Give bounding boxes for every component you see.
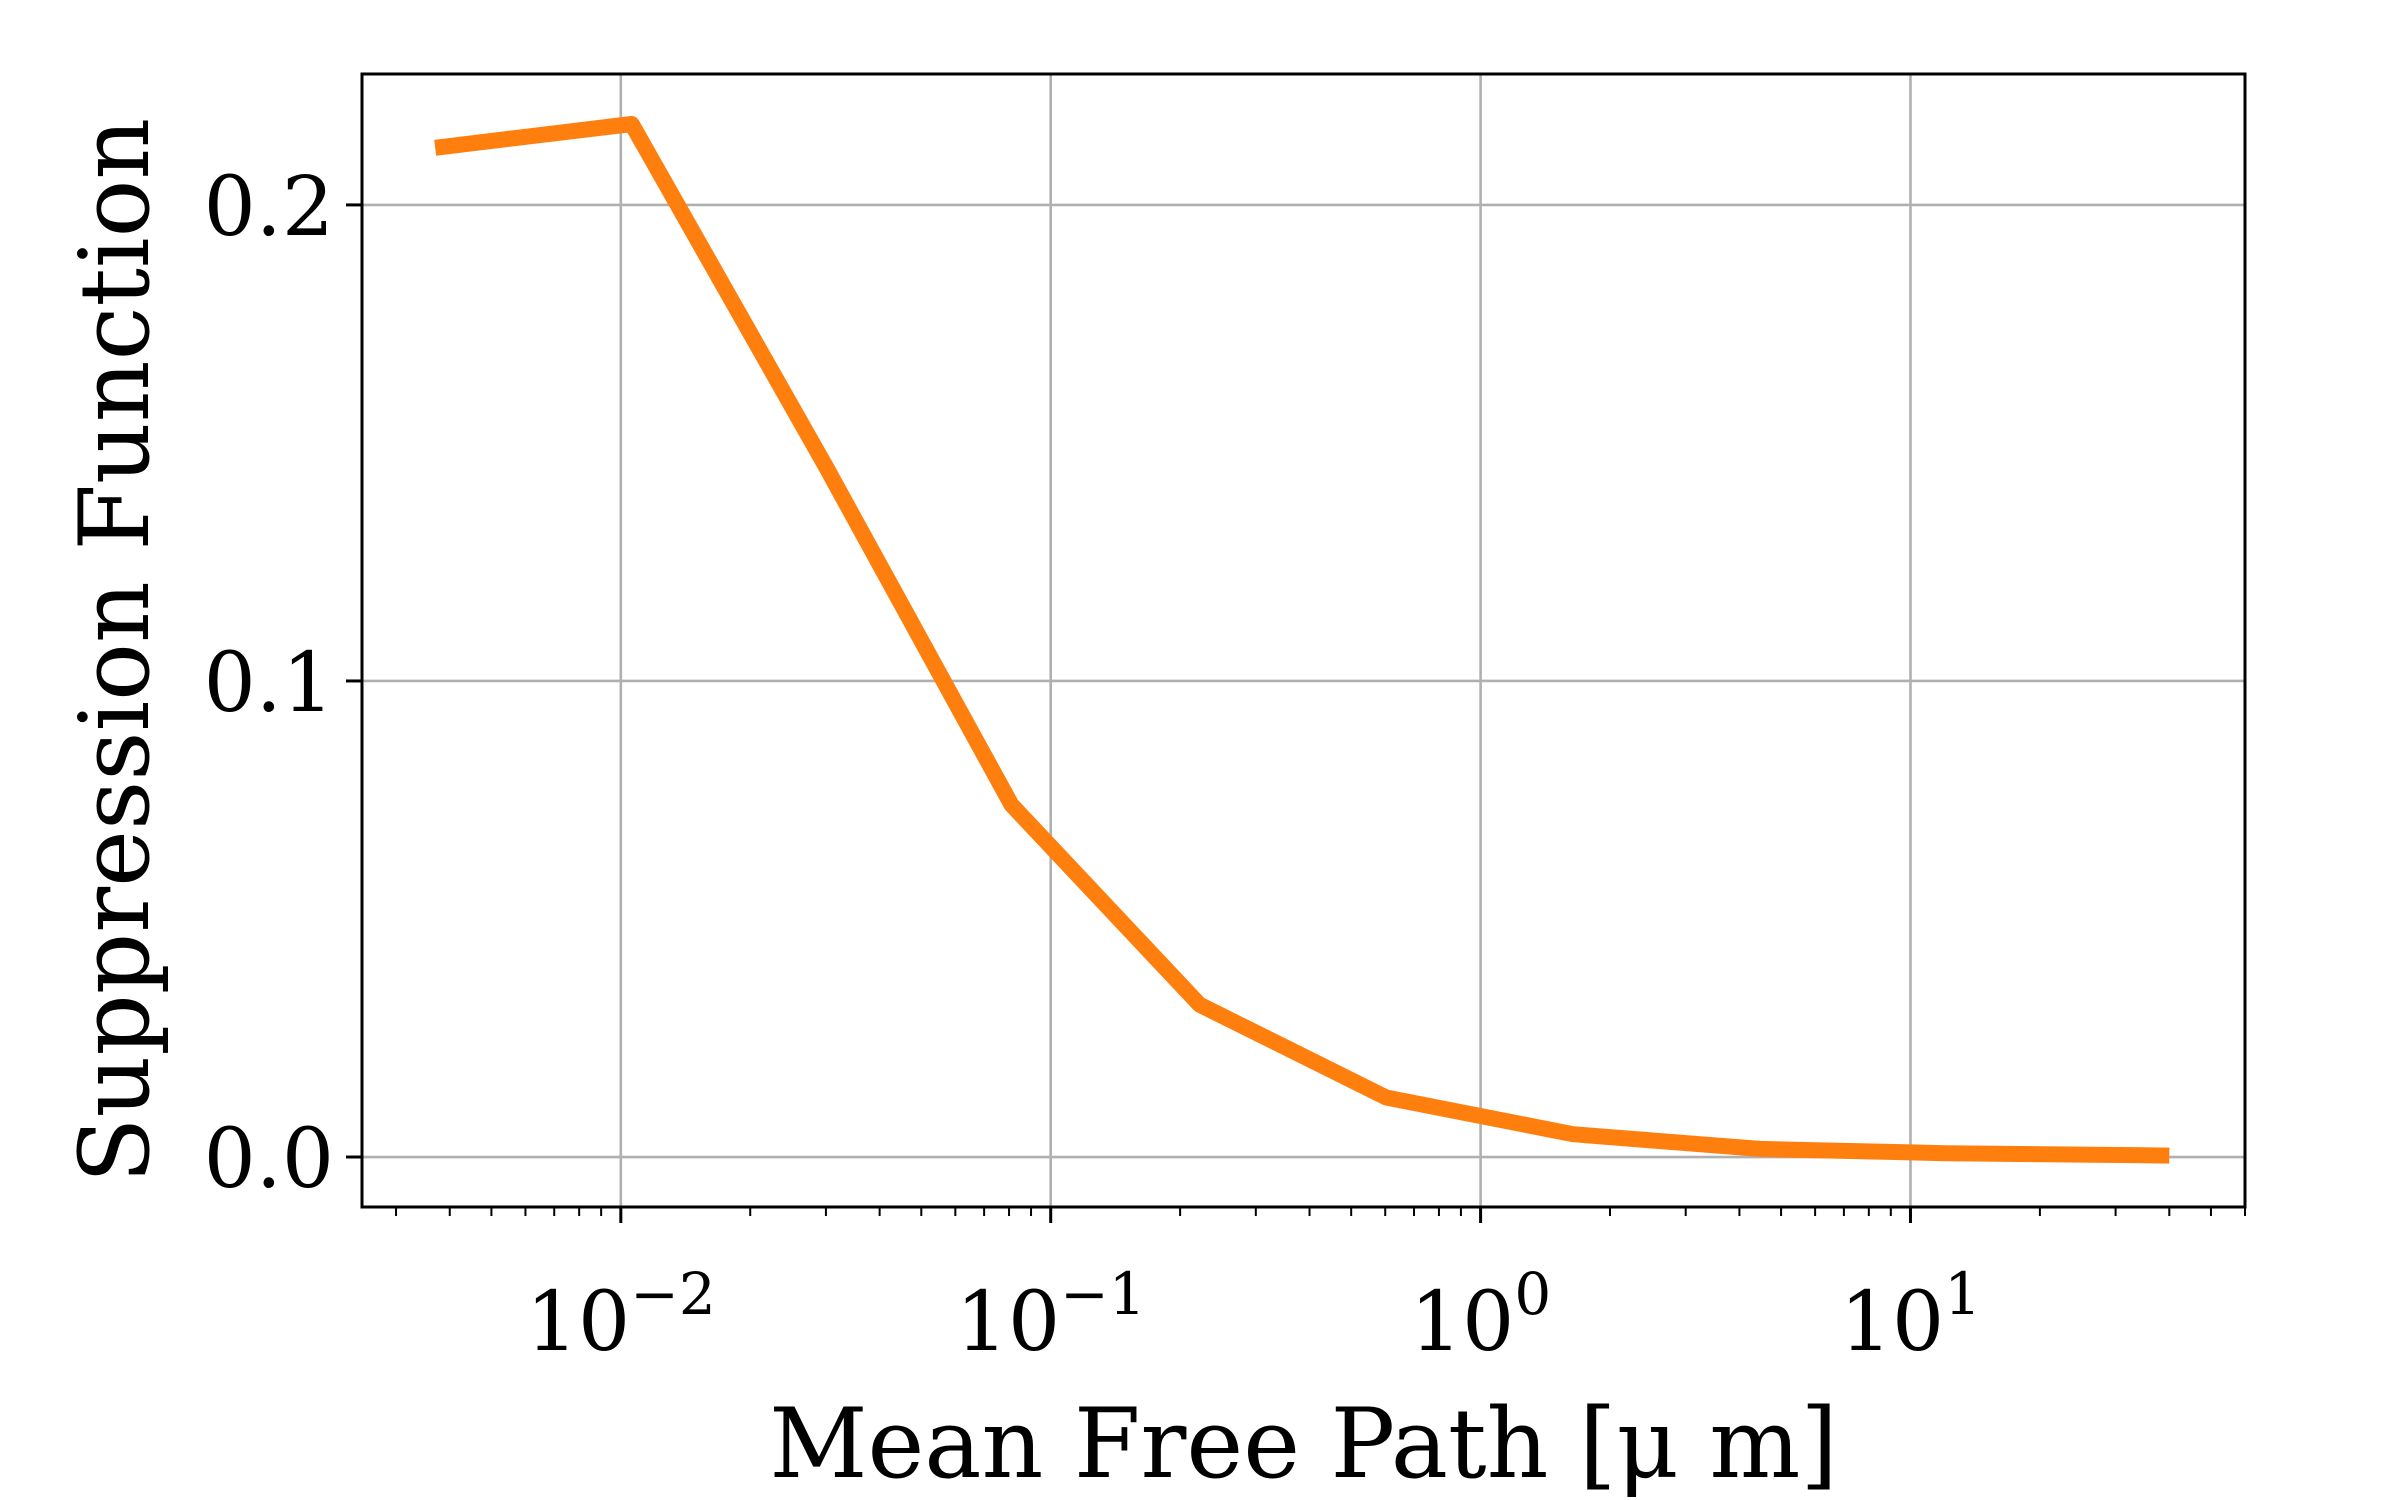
grid-lines [362, 74, 2245, 1207]
x-tick-exponent: −1 [1060, 1260, 1146, 1328]
x-tick-exponent: −2 [630, 1260, 716, 1328]
x-tick-label: 10−2 [526, 1260, 716, 1370]
series-layer [434, 116, 2170, 1164]
x-axis-label: Mean Free Path [μ m] [769, 1388, 1838, 1500]
x-tick-exponent: 0 [1514, 1260, 1551, 1328]
plot-area-frame [360, 72, 2247, 1209]
suppression-series-line [434, 116, 2170, 1164]
x-tick-label: 100 [1410, 1260, 1551, 1370]
y-axis-label: Suppression Function [59, 118, 171, 1184]
x-tick-exponent: 1 [1944, 1260, 1981, 1328]
y-tick-label: 0.1 [204, 636, 334, 731]
y-tick-label: 0.0 [204, 1112, 334, 1207]
axis-ticks [346, 203, 2246, 1223]
x-tick-label: 101 [1840, 1260, 1981, 1370]
y-tick-label: 0.2 [204, 160, 334, 255]
x-tick-label: 10−1 [956, 1260, 1146, 1370]
